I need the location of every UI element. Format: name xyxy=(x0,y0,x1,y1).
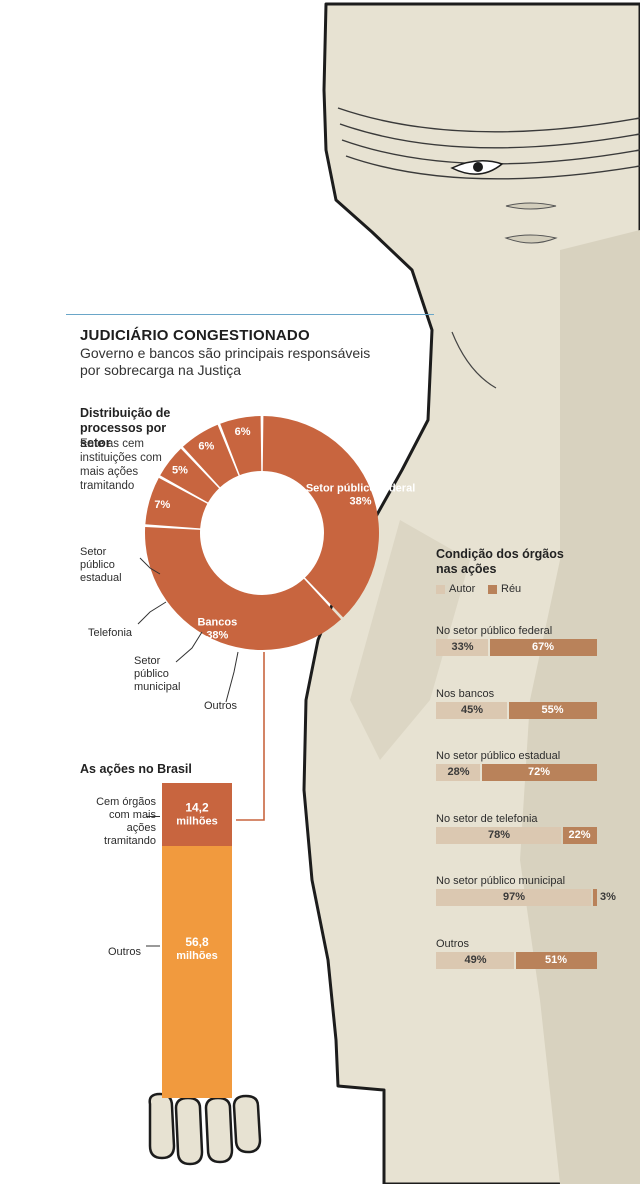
reu-value: 51% xyxy=(544,953,568,966)
mouth xyxy=(505,202,557,210)
donut-slice xyxy=(262,416,379,618)
reu-value: 22% xyxy=(568,828,591,841)
eye-pupil xyxy=(473,162,483,172)
legend-autor-swatch xyxy=(436,585,445,594)
slice-value-label: 5% xyxy=(172,464,188,476)
mouth xyxy=(504,234,558,244)
autor-value: 49% xyxy=(464,953,487,966)
neck-line xyxy=(451,331,497,389)
slice-value-label: 6% xyxy=(198,440,214,452)
condicao-row-label: No setor público federal xyxy=(436,625,553,637)
donut-slice xyxy=(160,448,220,503)
autor-bar xyxy=(436,889,591,906)
condicao-row-label: Nos bancos xyxy=(436,687,495,700)
reu-value: 72% xyxy=(527,766,551,778)
autor-value: 78% xyxy=(487,828,511,841)
autor-value: 97% xyxy=(502,891,526,903)
slice-label: Setor público federal xyxy=(306,482,415,494)
page-subtitle: Governo e bancos são principais responsá… xyxy=(80,345,371,378)
brasil-bar-segment xyxy=(162,846,232,1098)
leader-line xyxy=(137,601,167,625)
brasil-heading: As ações no Brasil xyxy=(80,762,192,776)
outer-label-municipal: Setor público municipal xyxy=(134,655,181,693)
donut-slice xyxy=(145,527,342,650)
donut-slice xyxy=(182,424,239,488)
condicao-row-label: No setor público municipal xyxy=(436,875,566,887)
legend-reu-label: Réu xyxy=(501,583,522,595)
outer-label-telefonia: Telefonia xyxy=(88,627,133,639)
reu-bar xyxy=(593,889,597,906)
blindfold-band xyxy=(337,107,640,133)
reu-bar xyxy=(563,826,597,844)
page-title: JUDICIÁRIO CONGESTIONADO xyxy=(80,327,310,344)
autor-value: 33% xyxy=(451,641,474,653)
outros-bar-label: Outros xyxy=(108,946,142,958)
blindfold-band xyxy=(339,123,640,149)
legend-reu-swatch xyxy=(488,585,497,594)
donut-slice xyxy=(145,477,208,529)
autor-bar xyxy=(436,951,514,969)
autor-bar xyxy=(436,701,507,719)
slice-value-label: 7% xyxy=(154,499,170,511)
hand xyxy=(232,1094,262,1154)
outer-label-outros: Outros xyxy=(204,700,238,712)
condicao-heading: Condição dos órgãos nas ações xyxy=(436,547,564,576)
reu-bar xyxy=(516,951,597,969)
connector-line xyxy=(236,652,265,821)
autor-value: 28% xyxy=(447,766,470,778)
leader-line xyxy=(139,557,161,575)
autor-bar xyxy=(436,764,480,781)
donut-chart: Setor público federal38%Bancos38%7%5%6%6… xyxy=(145,416,415,650)
legend-autor-label: Autor xyxy=(449,583,476,595)
hand xyxy=(204,1096,234,1164)
reu-value: 3% xyxy=(600,891,616,903)
reu-value: 67% xyxy=(531,641,555,653)
reu-bar xyxy=(490,639,597,656)
brasil-bar-value: 56,8 xyxy=(185,935,209,949)
donut-slice xyxy=(220,416,262,476)
condicao-row-label: No setor público estadual xyxy=(436,750,561,762)
brasil-bar-value: 14,2 xyxy=(185,801,209,815)
hand xyxy=(174,1096,204,1166)
outer-label-estadual: Setor público estadual xyxy=(80,546,122,584)
title-rule xyxy=(66,314,434,315)
donut-note: Ente as cem instituições com mais ações … xyxy=(80,438,162,492)
cem-orgaos-label: Cem órgãos com mais ações tramitando xyxy=(96,796,156,847)
leader-line xyxy=(225,651,239,703)
autor-value: 45% xyxy=(460,703,484,716)
slice-value-label: 6% xyxy=(235,426,251,438)
autor-bar xyxy=(436,826,561,844)
condicao-row-label: No setor de telefonia xyxy=(436,812,538,825)
brasil-bar-unit: milhões xyxy=(176,816,218,828)
leader-line xyxy=(175,631,203,663)
donut-heading: Distribuição de processos por setor xyxy=(80,406,171,450)
slice-label: Bancos xyxy=(197,616,237,628)
brasil-bar-unit: milhões xyxy=(176,950,218,962)
slice-value-label: 38% xyxy=(350,495,372,507)
reu-value: 55% xyxy=(541,703,564,716)
condicao-row-label: Outros xyxy=(436,937,470,950)
brasil-bar-segment xyxy=(162,783,232,846)
blindfold-band xyxy=(345,155,640,180)
slice-value-label: 38% xyxy=(206,629,228,641)
reu-bar xyxy=(509,701,597,719)
hand xyxy=(148,1092,176,1160)
autor-bar xyxy=(436,639,488,656)
reu-bar xyxy=(482,764,597,781)
statue-drape-shadow xyxy=(350,520,470,760)
